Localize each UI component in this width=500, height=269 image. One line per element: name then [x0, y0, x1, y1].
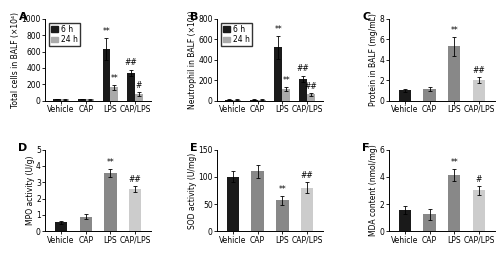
- Bar: [225, 100, 233, 101]
- Bar: [258, 100, 266, 101]
- Text: **: **: [278, 185, 286, 194]
- Bar: [276, 200, 288, 231]
- Legend: 6 h, 24 h: 6 h, 24 h: [49, 23, 80, 46]
- Text: F: F: [362, 143, 370, 153]
- Bar: [252, 171, 264, 231]
- Bar: [307, 94, 315, 101]
- Bar: [473, 80, 485, 101]
- Text: **: **: [282, 76, 290, 85]
- Bar: [129, 189, 141, 231]
- Text: ##: ##: [128, 175, 141, 183]
- Bar: [78, 99, 86, 101]
- Bar: [250, 100, 258, 101]
- Bar: [80, 217, 92, 231]
- Bar: [135, 94, 143, 101]
- Text: **: **: [450, 158, 458, 167]
- Bar: [86, 99, 94, 101]
- Y-axis label: Total cells in BALF (×10⁴): Total cells in BALF (×10⁴): [11, 12, 20, 108]
- Text: **: **: [450, 26, 458, 35]
- Y-axis label: Neutrophil in BALF (×10⁴): Neutrophil in BALF (×10⁴): [188, 10, 197, 109]
- Text: **: **: [110, 74, 118, 83]
- Bar: [398, 210, 411, 231]
- Bar: [127, 73, 135, 101]
- Text: ##: ##: [300, 171, 314, 180]
- Bar: [424, 89, 436, 101]
- Text: B: B: [190, 12, 199, 22]
- Legend: 6 h, 24 h: 6 h, 24 h: [221, 23, 252, 46]
- Text: ##: ##: [125, 58, 138, 68]
- Bar: [227, 177, 239, 231]
- Y-axis label: MPO activity (U/g): MPO activity (U/g): [26, 156, 35, 225]
- Bar: [473, 190, 485, 231]
- Bar: [53, 99, 61, 101]
- Text: A: A: [18, 12, 27, 22]
- Bar: [274, 47, 282, 101]
- Bar: [102, 49, 110, 101]
- Bar: [110, 87, 118, 101]
- Y-axis label: SOD activity (U/mg): SOD activity (U/mg): [188, 152, 197, 229]
- Text: #: #: [476, 175, 482, 184]
- Text: **: **: [102, 27, 110, 36]
- Bar: [299, 79, 307, 101]
- Bar: [233, 100, 241, 101]
- Bar: [104, 173, 117, 231]
- Bar: [398, 90, 411, 101]
- Y-axis label: MDA content (nmol/mg): MDA content (nmol/mg): [370, 145, 378, 236]
- Bar: [448, 47, 460, 101]
- Text: ##: ##: [304, 82, 318, 91]
- Text: **: **: [106, 158, 114, 167]
- Bar: [301, 188, 313, 231]
- Text: ##: ##: [296, 65, 310, 73]
- Bar: [61, 99, 69, 101]
- Bar: [55, 222, 67, 231]
- Text: **: **: [274, 25, 282, 34]
- Text: C: C: [362, 12, 370, 22]
- Text: D: D: [18, 143, 28, 153]
- Text: E: E: [190, 143, 198, 153]
- Bar: [448, 175, 460, 231]
- Bar: [424, 214, 436, 231]
- Text: #: #: [136, 81, 142, 90]
- Text: ##: ##: [472, 66, 486, 75]
- Y-axis label: Protein in BALF (mg/mL): Protein in BALF (mg/mL): [370, 13, 378, 106]
- Bar: [282, 89, 290, 101]
